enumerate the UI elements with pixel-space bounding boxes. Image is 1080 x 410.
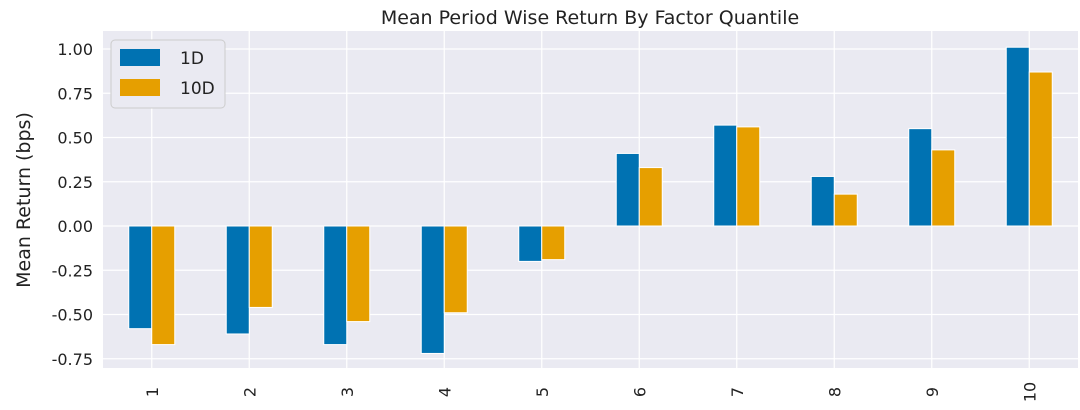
bar-10d-1 <box>151 225 176 346</box>
y-axis-ticks: 1.00 0.75 0.50 0.25 0.00 -0.25 -0.50 -0.75 <box>52 40 93 369</box>
y-tick-label: -0.25 <box>52 261 93 280</box>
x-tick-label: 6 <box>630 387 649 397</box>
bar-10d-8 <box>833 193 858 227</box>
y-axis-label: Mean Return (bps) <box>13 112 35 288</box>
bar-1d-3 <box>323 225 348 346</box>
legend-swatch-1d <box>120 49 160 66</box>
x-tick-label: 3 <box>338 387 357 397</box>
bar-1d-5 <box>518 225 543 262</box>
bar-1d-1 <box>128 225 153 330</box>
bar-10d-6 <box>638 167 663 227</box>
chart-title: Mean Period Wise Return By Factor Quanti… <box>381 7 799 29</box>
legend-label-1d: 1D <box>180 49 204 69</box>
bar-1d-7 <box>713 124 738 227</box>
x-tick-label: 2 <box>240 387 259 397</box>
bar-10d-4 <box>443 225 468 314</box>
x-tick-label: 1 <box>143 387 162 397</box>
y-tick-label: 0.75 <box>57 84 93 103</box>
bar-1d-8 <box>810 175 835 227</box>
bar-1d-4 <box>420 225 445 354</box>
bar-1d-9 <box>908 128 933 227</box>
x-axis-ticks: 1 2 3 4 5 6 7 8 9 10 <box>143 382 1040 402</box>
bar-10d-10 <box>1028 71 1053 227</box>
y-tick-label: 0.00 <box>57 217 93 236</box>
bar-10d-7 <box>736 126 761 227</box>
legend-swatch-10d <box>120 79 160 96</box>
bar-10d-3 <box>346 225 371 323</box>
x-tick-label: 4 <box>435 387 454 397</box>
legend: 1D 10D <box>110 39 226 109</box>
bar-10d-2 <box>248 225 273 308</box>
bar-10d-9 <box>931 149 956 227</box>
y-tick-label: -0.75 <box>52 350 93 369</box>
x-tick-label: 5 <box>533 387 552 397</box>
y-tick-label: 0.50 <box>57 129 93 148</box>
bar-1d-2 <box>225 225 250 335</box>
legend-label-10d: 10D <box>180 79 215 99</box>
bars <box>128 46 1053 354</box>
bar-1d-6 <box>615 152 640 227</box>
x-tick-label: 9 <box>923 387 942 397</box>
bar-10d-5 <box>541 225 566 261</box>
y-tick-label: 0.25 <box>57 173 93 192</box>
y-tick-label: 1.00 <box>57 40 93 59</box>
x-tick-label: 8 <box>825 387 844 397</box>
bar-1d-10 <box>1005 46 1030 227</box>
y-tick-label: -0.50 <box>52 306 93 325</box>
x-tick-label: 10 <box>1020 382 1039 402</box>
x-tick-label: 7 <box>728 387 747 397</box>
